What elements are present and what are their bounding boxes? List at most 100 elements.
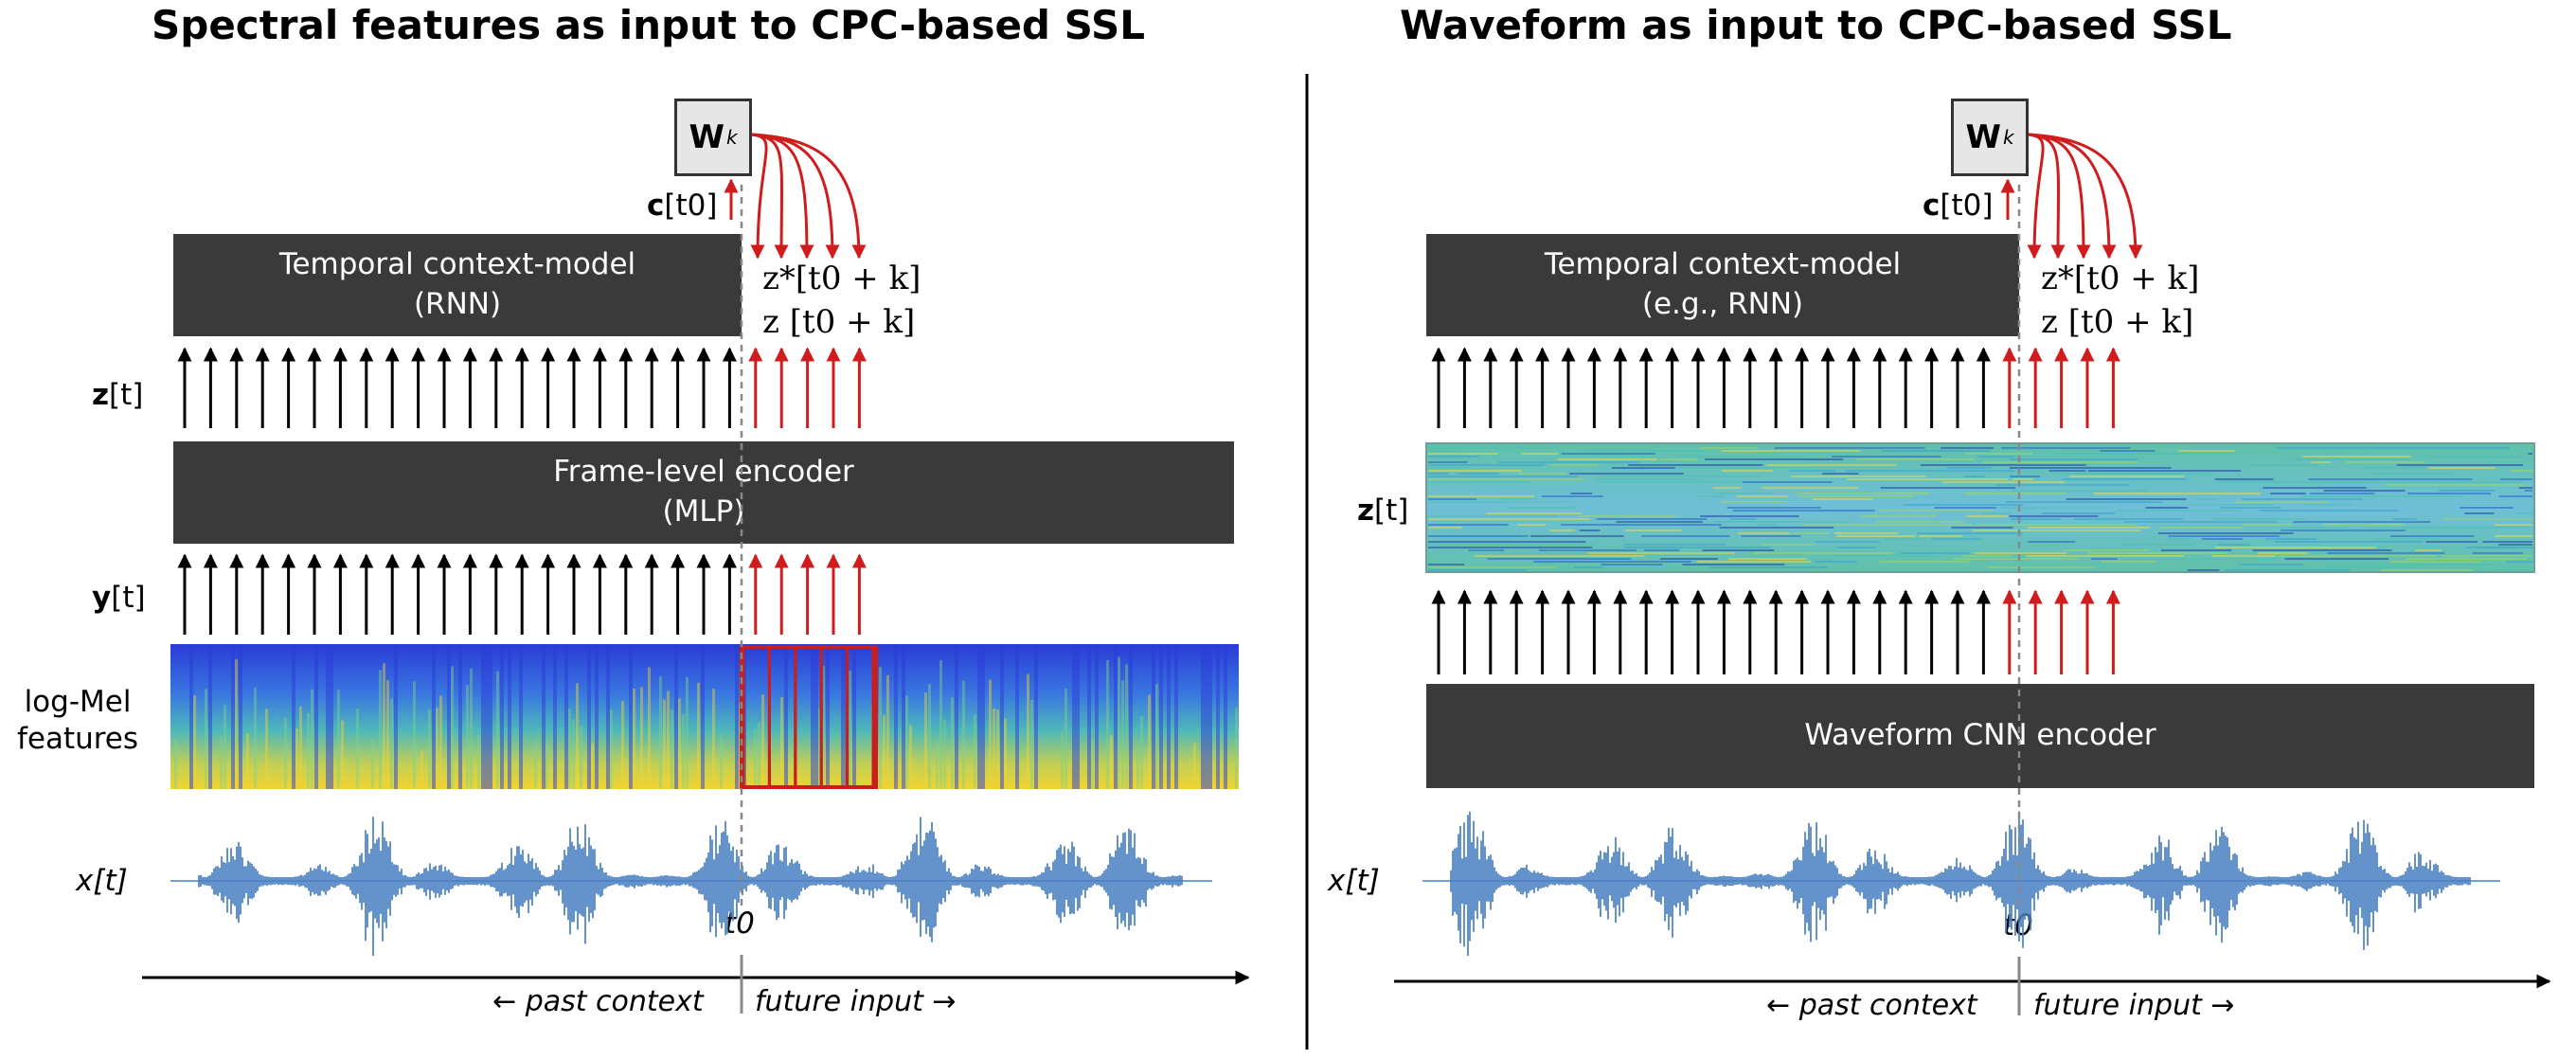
z-heatmap-streak xyxy=(2252,549,2392,551)
right-context-model: Temporal context-model (e.g., RNN) xyxy=(1426,234,2019,336)
z-heatmap-streak xyxy=(1698,495,1724,497)
z-heatmap-streak xyxy=(1428,495,1535,497)
logmel-streak xyxy=(754,728,757,789)
z-heatmap-streak xyxy=(1596,518,1708,520)
z-heatmap-streak xyxy=(1798,495,1915,497)
right-z-main: z xyxy=(1357,494,1375,528)
z-heatmap-streak xyxy=(2442,555,2532,557)
z-heatmap-streak xyxy=(1753,552,1892,554)
logmel-quiet-band xyxy=(841,644,845,789)
z-heatmap-streak xyxy=(1475,555,1645,557)
logmel-quiet-band xyxy=(432,644,436,789)
z-heatmap-streak xyxy=(1816,541,1881,543)
z-heatmap-streak xyxy=(1804,524,1973,526)
z-heatmap-streak xyxy=(2012,478,2034,480)
z-heatmap-streak xyxy=(1518,473,1566,475)
z-heatmap-streak xyxy=(1757,524,1777,526)
z-heatmap-streak xyxy=(1516,524,1547,526)
logmel-streak xyxy=(1030,699,1033,789)
z-heatmap-streak xyxy=(1628,464,1763,466)
left-c-label: c[t0] xyxy=(647,191,717,221)
z-heatmap-streak xyxy=(1736,495,1788,497)
z-heatmap-streak xyxy=(1696,561,1811,563)
z-heatmap-streak xyxy=(2491,569,2532,571)
z-heatmap-streak xyxy=(2482,541,2532,543)
z-heatmap-streak xyxy=(1497,461,1639,463)
logmel-streak xyxy=(671,709,673,789)
z-heatmap-streak xyxy=(2062,478,2187,480)
right-future-text: future input xyxy=(2033,989,2202,1022)
logmel-streak xyxy=(682,713,685,789)
logmel-quiet-band xyxy=(894,644,898,789)
right-encoder-line1: Waveform CNN encoder xyxy=(1804,718,2156,753)
z-heatmap-streak xyxy=(1791,476,1926,477)
z-heatmap-streak xyxy=(2101,561,2156,563)
logmel-streak xyxy=(420,750,423,789)
logmel-streak xyxy=(1125,664,1128,789)
z-heatmap-streak xyxy=(1428,547,1593,548)
z-heatmap-streak xyxy=(2528,453,2532,455)
z-heatmap-streak xyxy=(2041,512,2116,514)
z-heatmap-streak xyxy=(1903,504,2024,506)
z-heatmap-streak xyxy=(1428,524,1509,526)
z-heatmap-streak xyxy=(2160,549,2232,551)
z-heatmap-streak xyxy=(1920,464,2086,466)
z-heatmap-streak xyxy=(2116,510,2241,512)
z-heatmap-streak xyxy=(2010,476,2041,477)
z-heatmap-streak xyxy=(2187,569,2220,571)
right-context-line1: Temporal context-model xyxy=(1544,247,1902,282)
logmel-quiet-band xyxy=(500,644,504,789)
z-heatmap-streak xyxy=(1931,538,1981,540)
left-y-label: y[t] xyxy=(92,583,146,613)
left-pred-line2: z [t0 + k] xyxy=(762,302,916,341)
z-heatmap-streak xyxy=(1428,473,1449,475)
logmel-quiet-band xyxy=(1129,644,1133,789)
z-heatmap-streak xyxy=(1836,547,1877,548)
z-heatmap-streak xyxy=(1624,530,1682,531)
logmel-streak xyxy=(712,689,715,789)
logmel-streak xyxy=(939,659,942,789)
z-heatmap-streak xyxy=(1570,493,1593,494)
logmel-streak xyxy=(224,705,226,789)
z-heatmap-streak xyxy=(2247,464,2319,466)
z-heatmap-streak xyxy=(1952,558,2079,560)
logmel-streak xyxy=(1193,743,1196,789)
z-heatmap-streak xyxy=(2011,518,2062,520)
z-heatmap-streak xyxy=(1941,447,1995,449)
left-c-main: c xyxy=(647,188,665,223)
logmel-streak xyxy=(936,738,939,789)
z-heatmap-streak xyxy=(2145,507,2189,509)
right-z-arg: [t] xyxy=(1374,494,1409,528)
z-heatmap-streak xyxy=(2328,564,2493,565)
logmel-label: log-Mel features xyxy=(15,684,140,758)
logmel-streak xyxy=(648,667,651,789)
z-heatmap-streak xyxy=(2167,538,2191,540)
z-heatmap-streak xyxy=(2054,453,2191,455)
logmel-streak xyxy=(780,697,783,789)
z-heatmap-streak xyxy=(1708,566,1828,568)
z-heatmap-streak xyxy=(1821,473,1859,475)
z-heatmap-streak xyxy=(1557,458,1657,460)
z-heatmap-streak xyxy=(2384,484,2529,486)
left-context-model: Temporal context-model (RNN) xyxy=(173,234,742,336)
left-encoder: Frame-level encoder (MLP) xyxy=(173,441,1234,544)
z-heatmap-streak xyxy=(1428,450,1460,452)
right-future-arrow-glyph: → xyxy=(2201,989,2235,1022)
z-heatmap-streak xyxy=(1966,515,2008,517)
right-prediction-arrow xyxy=(2028,133,2143,260)
logmel-streak xyxy=(496,671,499,789)
z-heatmap-streak xyxy=(2361,467,2425,469)
logmel-streak xyxy=(1118,656,1120,789)
z-heatmap-streak xyxy=(1705,458,1844,460)
z-heatmap-streak xyxy=(1836,535,1916,537)
z-heatmap-streak xyxy=(2066,498,2187,500)
z-heatmap-streak xyxy=(2293,521,2431,523)
logmel-streak xyxy=(1140,715,1143,789)
z-heatmap-streak xyxy=(1538,549,1637,551)
left-waveform xyxy=(170,817,1212,957)
z-heatmap-streak xyxy=(1428,535,1529,537)
z-heatmap-streak xyxy=(2012,490,2149,492)
z-heatmap-streak xyxy=(1583,450,1707,452)
